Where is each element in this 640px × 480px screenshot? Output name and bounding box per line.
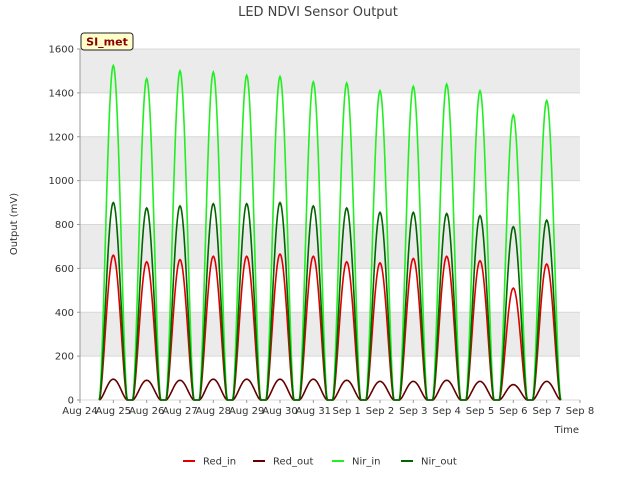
x-tick-label: Aug 24 [62, 406, 97, 417]
x-tick-label: Sep 3 [399, 406, 427, 417]
legend-label: Red_in [203, 457, 236, 468]
x-tick-label: Aug 26 [129, 406, 164, 417]
plot-band [80, 136, 580, 181]
legend-label: Nir_out [421, 457, 457, 468]
x-tick-label: Sep 6 [499, 406, 527, 417]
x-tick-label: Aug 30 [262, 406, 297, 417]
x-tick-label: Sep 8 [566, 406, 594, 417]
x-tick-label: Aug 28 [196, 406, 231, 417]
plot-band [80, 224, 580, 269]
series-line-nir-out [98, 201, 562, 401]
legend: Red_in Red_out Nir_in Nir_out [183, 457, 457, 468]
grid-lines [80, 48, 580, 401]
y-tick-label: 200 [55, 352, 74, 363]
x-tick-label: Aug 27 [162, 406, 197, 417]
x-tick-label: Aug 25 [96, 406, 131, 417]
y-tick-label: 600 [55, 264, 74, 275]
legend-label: Red_out [273, 457, 313, 468]
legend-label: Nir_in [352, 457, 381, 468]
x-tick-label: Sep 4 [432, 406, 460, 417]
annotation-rect [80, 32, 134, 51]
x-tick-label: Aug 29 [229, 406, 264, 417]
annotation-box: SI_met [80, 32, 134, 51]
y-axis-label: Output (mV) [9, 193, 20, 255]
y-tick-label: 1400 [49, 88, 74, 99]
series-layer [98, 63, 562, 401]
y-tick-label: 1200 [49, 132, 74, 143]
plot-band [80, 312, 580, 357]
y-tick-label: 400 [55, 308, 74, 319]
x-tick-label: Aug 31 [296, 406, 331, 417]
y-tick-label: 800 [55, 220, 74, 231]
x-tick-label: Sep 1 [332, 406, 360, 417]
y-tick-label: 1600 [49, 45, 74, 56]
y-tick-label: 1000 [49, 176, 74, 187]
plot-band [80, 49, 580, 93]
x-tick-label: Sep 7 [532, 406, 560, 417]
x-tick-label: Sep 2 [366, 406, 394, 417]
x-tick-label: Sep 5 [466, 406, 494, 417]
y-tick-label: 0 [68, 396, 74, 407]
chart-title: LED NDVI Sensor Output [238, 5, 398, 20]
annotation-label: SI_met [86, 36, 128, 49]
x-axis-label: Time [554, 425, 579, 436]
